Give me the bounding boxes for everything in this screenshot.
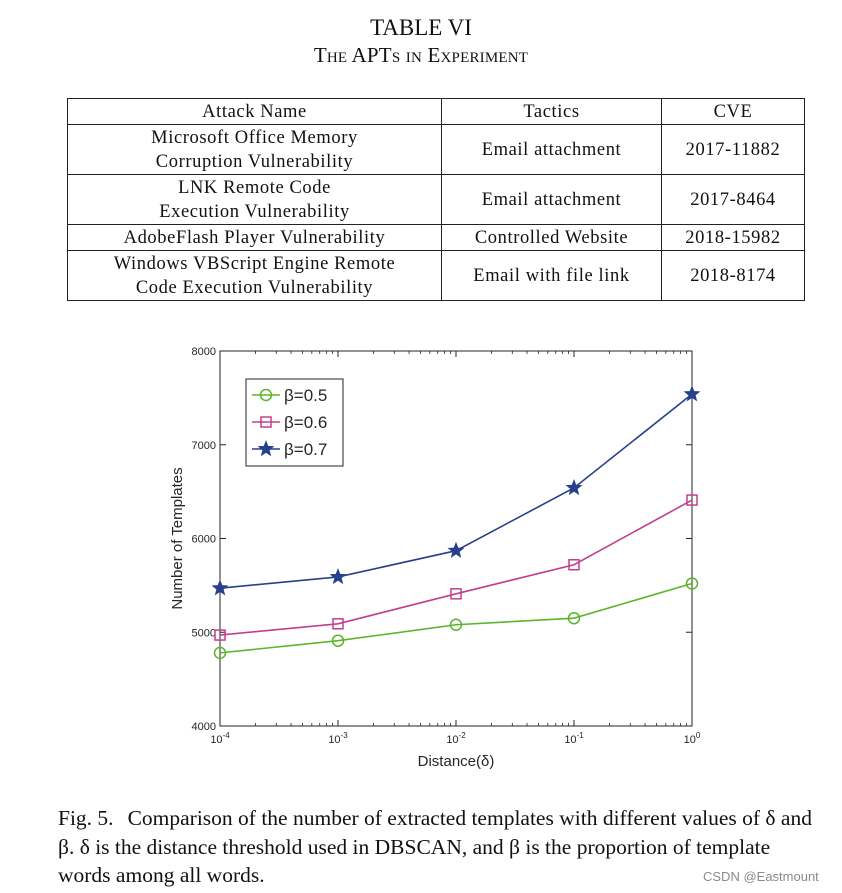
header-cve: CVE — [661, 98, 805, 125]
data-point — [450, 588, 462, 600]
attack-name-line: Corruption Vulnerability — [155, 151, 354, 172]
legend-label: β=0.6 — [284, 413, 327, 432]
caption-label: Fig. 5. — [58, 806, 114, 830]
data-point — [329, 568, 347, 585]
watermark: CSDN @Eastmount — [703, 869, 819, 884]
attack-name-line: Code Execution Vulnerability — [135, 277, 374, 298]
legend-marker — [260, 416, 272, 428]
data-point — [567, 611, 581, 625]
header-attack-name: Attack Name — [67, 98, 442, 125]
y-tick-label: 8000 — [192, 346, 216, 358]
series-line — [219, 582, 693, 654]
y-tick-label: 4000 — [192, 721, 216, 733]
x-tick-label: 100 — [684, 731, 701, 746]
tactics-cell: Email attachment — [441, 174, 662, 225]
table-row: Windows VBScript Engine Remote Code Exec… — [67, 250, 805, 301]
data-point — [685, 577, 699, 590]
caption-text: Comparison of the number of extracted te… — [58, 806, 812, 887]
legend-label: β=0.5 — [284, 386, 327, 405]
tactics-cell: Controlled Website — [441, 224, 662, 251]
y-tick-label: 5000 — [192, 627, 216, 639]
data-point — [332, 618, 344, 630]
attack-name-line: LNK Remote Code — [178, 177, 331, 198]
cve-cell: 2018-8174 — [661, 250, 805, 301]
header-tactics: Tactics — [441, 98, 662, 125]
x-tick-label: 10-1 — [564, 731, 584, 746]
data-point — [686, 494, 698, 506]
x-axis-label: Distance(δ) — [418, 753, 495, 770]
data-point — [449, 618, 463, 631]
cve-cell: 2017-11882 — [661, 124, 805, 175]
attack-name-line: Microsoft Office Memory — [151, 127, 358, 148]
table-row: AdobeFlash Player Vulnerability Controll… — [67, 224, 805, 251]
cve-cell: 2017-8464 — [661, 174, 805, 225]
attack-name-cell: AdobeFlash Player Vulnerability — [67, 224, 442, 251]
data-point — [214, 629, 226, 641]
data-point — [331, 634, 345, 647]
data-point — [447, 541, 465, 558]
series-line — [219, 499, 693, 636]
x-tick-label: 10-4 — [210, 731, 230, 746]
table-row: LNK Remote Code Execution Vulnerability … — [67, 174, 805, 225]
y-tick-label: 6000 — [192, 534, 216, 546]
attack-name-cell: Windows VBScript Engine Remote Code Exec… — [67, 250, 442, 301]
table-row: Microsoft Office Memory Corruption Vulne… — [67, 124, 805, 175]
x-tick-label: 10-2 — [446, 731, 466, 746]
tactics-cell: Email with file link — [441, 250, 662, 301]
tactics-cell: Email attachment — [441, 124, 662, 175]
legend-label: β=0.7 — [284, 440, 327, 459]
attack-name-cell: Microsoft Office Memory Corruption Vulne… — [67, 124, 442, 175]
attack-name-cell: LNK Remote Code Execution Vulnerability — [67, 174, 442, 225]
table-subtitle: The APTs in Experiment — [313, 43, 529, 67]
attack-name-line: Windows VBScript Engine Remote — [113, 253, 396, 274]
data-point — [211, 579, 229, 596]
data-point — [683, 385, 701, 402]
table-title: TABLE VI — [370, 15, 472, 40]
templates-line-chart: 10-4 10-3 10-2 10-1 100 4000 5000 6000 7000 8000 D… — [169, 346, 701, 770]
cve-cell: 2018-15982 — [661, 224, 805, 251]
y-axis-label: Number of Templates — [169, 467, 186, 609]
table-header-row: Attack Name Tactics CVE — [67, 98, 805, 125]
attack-name-line: Execution Vulnerability — [159, 201, 350, 222]
apt-table: Attack Name Tactics CVE Microsoft Office… — [67, 98, 805, 301]
figure-caption: Fig. 5. Comparison of the number of extra… — [58, 804, 818, 890]
data-point — [213, 646, 227, 660]
data-point — [568, 559, 580, 571]
y-tick-label: 7000 — [192, 440, 216, 452]
data-point — [565, 478, 583, 496]
legend-marker — [259, 388, 273, 402]
x-tick-label: 10-3 — [328, 731, 348, 746]
legend-marker — [257, 440, 275, 457]
